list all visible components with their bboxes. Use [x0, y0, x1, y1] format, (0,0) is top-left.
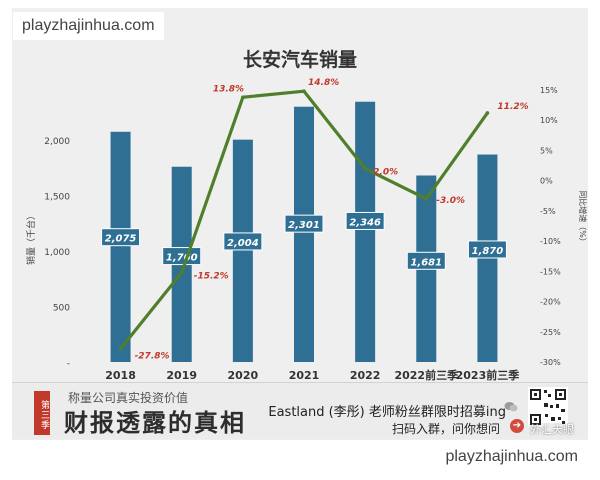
- bar-value-label: 2,004: [227, 238, 259, 249]
- bar-value-box: [223, 232, 263, 251]
- y-left-axis-label: 销量（千台）: [25, 211, 37, 265]
- y-right-tick-label: 15%: [540, 86, 558, 95]
- x-tick-label: 2022前三季: [394, 368, 459, 382]
- x-tick-label: 2019: [166, 369, 197, 382]
- growth-label: 11.2%: [497, 102, 528, 112]
- growth-label: -15.2%: [194, 272, 229, 282]
- bar-value-label: 2,346: [349, 217, 381, 228]
- x-tick-label: 2023前三季: [456, 368, 521, 382]
- season-badge: 第三季: [34, 391, 50, 435]
- bar-2021: [294, 106, 314, 363]
- bar-2022: [355, 101, 376, 362]
- y-right-tick-label: -30%: [540, 358, 561, 367]
- growth-label: -27.8%: [135, 352, 170, 362]
- growth-point-2023前三季: [485, 111, 490, 115]
- bar-value-box: [406, 251, 446, 270]
- bar-value-label: 1,760: [166, 253, 198, 264]
- y-right-tick-label: -10%: [540, 237, 561, 246]
- x-tick-label: 2022: [350, 369, 381, 382]
- bar-value-box: [162, 247, 202, 266]
- growth-label: -3.0%: [436, 196, 465, 206]
- banner-promo-text: Eastland (李彤) 老师粉丝群限时招募ing: [268, 405, 506, 420]
- bar-value-box: [345, 211, 385, 230]
- growth-point-2022前三季: [424, 197, 429, 201]
- x-tick-label: 2021: [289, 369, 320, 382]
- y-right-tick-label: 10%: [540, 116, 558, 125]
- promo-banner[interactable]: 第三季 称量公司真实投资价值 财报透露的真相 Eastland (李彤) 老师粉…: [12, 382, 588, 439]
- growth-point-2022: [363, 166, 367, 171]
- x-tick-label: 2018: [105, 369, 136, 382]
- y-left-tick-label: 1,500: [44, 193, 70, 203]
- growth-point-2018: [118, 346, 123, 351]
- growth-point-2021: [302, 89, 306, 94]
- y-left-tick-label: 500: [53, 304, 70, 314]
- growth-point-2020: [241, 95, 245, 100]
- bar-2020: [232, 139, 253, 362]
- bar-value-box: [467, 240, 507, 259]
- chart-title: 长安汽车销量: [243, 48, 357, 71]
- bar-value-label: 1,681: [410, 257, 442, 268]
- y-right-axis-label: 同比增速（%）: [578, 190, 588, 246]
- y-right-tick-label: -25%: [540, 328, 561, 337]
- watermark-top: playzhajinhua.com: [13, 12, 164, 40]
- growth-point-2019: [179, 270, 184, 275]
- qr-caption: 外汇天眼: [530, 423, 574, 436]
- watermark-bottom: playzhajinhua.com: [436, 443, 587, 471]
- bar-value-box: [284, 214, 324, 233]
- bar-value-label: 2,301: [288, 220, 320, 231]
- banner-title: 财报透露的真相: [64, 408, 246, 437]
- growth-label: 2.0%: [373, 168, 398, 178]
- growth-label: 13.8%: [213, 84, 244, 94]
- y-left-tick-label: 2,000: [44, 137, 70, 147]
- y-left-tick-label: -: [67, 359, 70, 369]
- bar-value-box: [101, 228, 141, 247]
- arrow-right-icon[interactable]: ➔: [510, 419, 524, 433]
- y-right-tick-label: 5%: [540, 146, 553, 155]
- bar-value-label: 1,870: [472, 246, 504, 257]
- chart-panel: 长安汽车销量 - 500 1,000 1,500 2,000 -30% -25% -20% -15…: [12, 8, 588, 440]
- banner-tagline: 称量公司真实投资价值: [68, 391, 189, 405]
- wechat-icon: [504, 402, 518, 412]
- y-left-tick-label: 1,000: [44, 248, 70, 258]
- bar-value-label: 2,075: [105, 234, 137, 245]
- growth-label: 14.8%: [308, 78, 339, 88]
- banner-scan-text: 扫码入群，问你想问: [391, 422, 500, 436]
- x-tick-label: 2020: [228, 369, 259, 382]
- y-right-tick-label: -5%: [540, 207, 556, 216]
- bar-2018: [110, 131, 131, 362]
- sales-chart: 长安汽车销量 - 500 1,000 1,500 2,000 -30% -25% -20% -15…: [25, 48, 588, 382]
- y-right-tick-label: -15%: [540, 267, 561, 276]
- y-right-tick-label: 0%: [540, 177, 553, 186]
- qr-code-icon[interactable]: [528, 387, 568, 427]
- y-right-tick-label: -20%: [540, 298, 561, 307]
